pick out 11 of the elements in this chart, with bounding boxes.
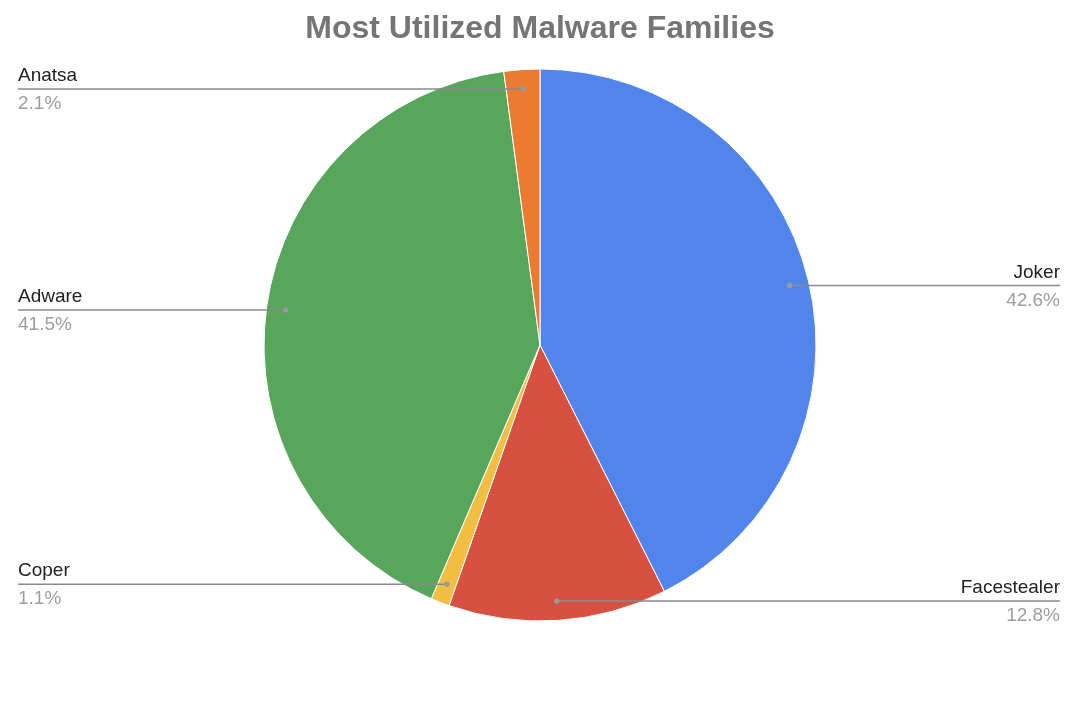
data-label: 42.6% xyxy=(1006,288,1061,310)
chart-title: Most Utilized Malware Families xyxy=(305,9,775,45)
slice-label: Joker xyxy=(1013,260,1061,282)
data-label: 2.1% xyxy=(18,91,62,113)
data-label: 12.8% xyxy=(1006,604,1061,626)
slice-label: Adware xyxy=(18,285,83,307)
slice-label: Coper xyxy=(18,559,71,581)
data-label: 41.5% xyxy=(18,313,72,335)
slice-label: Anatsa xyxy=(18,63,78,85)
slice-label: Facestealer xyxy=(960,576,1061,598)
data-label: 1.1% xyxy=(18,587,62,609)
